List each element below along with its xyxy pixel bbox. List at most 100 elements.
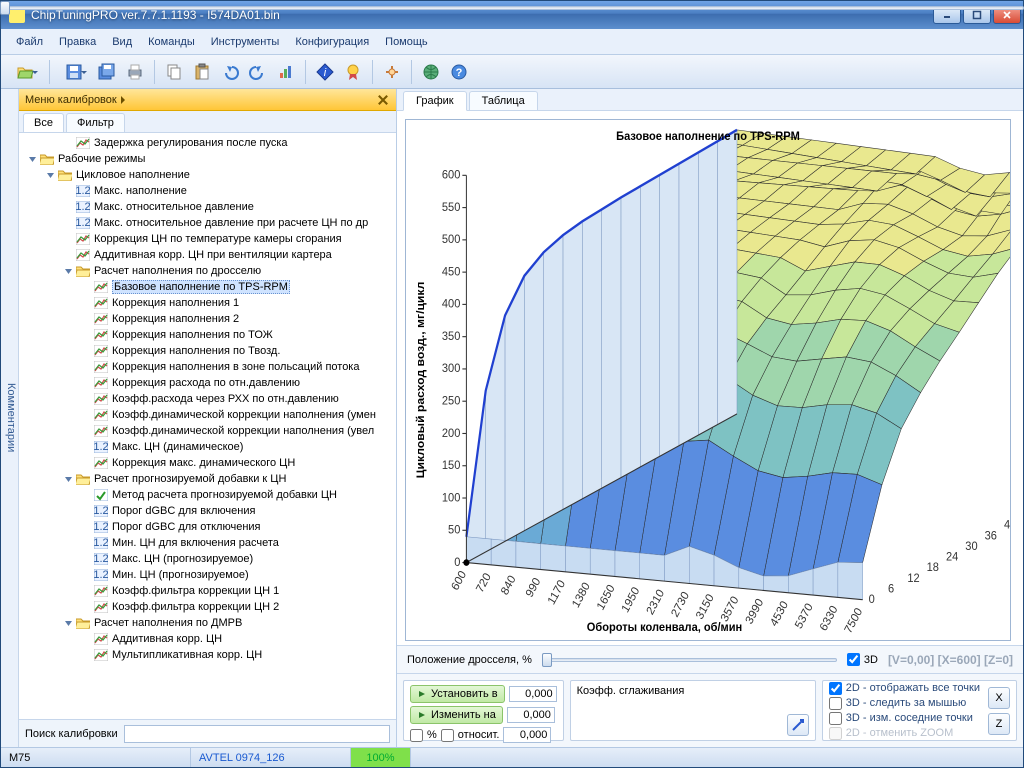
- search-input[interactable]: [124, 725, 390, 743]
- search-bar: Поиск калибровки: [19, 719, 396, 747]
- menu-tools[interactable]: Инструменты: [204, 33, 287, 51]
- tree-folder[interactable]: Расчет наполнения по ДМРВ: [19, 615, 396, 631]
- paste-button[interactable]: [189, 59, 215, 85]
- calibration-tree[interactable]: Задержка регулирования после пуска Рабочи…: [19, 133, 396, 719]
- 3d-checkbox[interactable]: 3D: [847, 653, 878, 666]
- change-value-button[interactable]: Изменить на: [410, 706, 503, 724]
- tree-item[interactable]: Метод расчета прогнозируемой добавки ЦН: [19, 487, 396, 503]
- graph-icon: [94, 313, 108, 325]
- sep: [305, 60, 306, 84]
- display-option[interactable]: 2D - отменить ZOOM: [829, 727, 980, 740]
- tree-item[interactable]: Аддитивная корр. ЦН при вентиляции карте…: [19, 247, 396, 263]
- info-button[interactable]: i: [312, 59, 338, 85]
- help-button[interactable]: ?: [446, 59, 472, 85]
- saveall-button[interactable]: [94, 59, 120, 85]
- tree-item[interactable]: 1.2 Макс. ЦН (прогнозируемое): [19, 551, 396, 567]
- value-icon: 1.2: [94, 537, 108, 549]
- tree-item[interactable]: Коррекция расхода по отн.давлению: [19, 375, 396, 391]
- graph-icon: [94, 425, 108, 437]
- tree-item[interactable]: 1.2Мин. ЦН (прогнозируемое): [19, 567, 396, 583]
- tree-item[interactable]: Коэфф.фильтра коррекции ЦН 1: [19, 583, 396, 599]
- print-button[interactable]: [122, 59, 148, 85]
- globe-button[interactable]: [418, 59, 444, 85]
- x-button[interactable]: X: [988, 687, 1010, 709]
- menu-config[interactable]: Конфигурация: [288, 33, 376, 51]
- tree-item[interactable]: 1.2Макс. наполнение: [19, 183, 396, 199]
- tree-item[interactable]: 1.2Макс. относительное давление: [19, 199, 396, 215]
- tree-item[interactable]: 1.2Порог dGBC для включения: [19, 503, 396, 519]
- tree-label: Макс. ЦН (прогнозируемое): [112, 553, 253, 565]
- tree-label: Рабочие режимы: [58, 153, 145, 165]
- tree-item[interactable]: Мультипликативная корр. ЦН: [19, 647, 396, 663]
- display-option[interactable]: 3D - изм. соседние точки: [829, 712, 980, 725]
- tab-table[interactable]: Таблица: [469, 91, 538, 110]
- comments-tab[interactable]: Комментарии: [1, 89, 19, 747]
- menu-view[interactable]: Вид: [105, 33, 139, 51]
- tree-item[interactable]: Коррекция ЦН по температуре камеры сгора…: [19, 231, 396, 247]
- chart-box: 0501001502002503003504004505005506006007…: [405, 119, 1011, 641]
- tree-label: Коэфф.фильтра коррекции ЦН 1: [112, 585, 279, 597]
- svg-text:500: 500: [442, 233, 461, 247]
- tree-item[interactable]: 1.2Мин. ЦН для включения расчета: [19, 535, 396, 551]
- menu-cmds[interactable]: Команды: [141, 33, 202, 51]
- tree-item[interactable]: Коррекция наполнения 1: [19, 295, 396, 311]
- value-icon: 1.2: [76, 217, 90, 229]
- undo-button[interactable]: [217, 59, 243, 85]
- tree-item[interactable]: Коэфф.динамической коррекции наполнения …: [19, 423, 396, 439]
- tool-button[interactable]: [379, 59, 405, 85]
- tree-item[interactable]: Коррекция наполнения 2: [19, 311, 396, 327]
- display-option[interactable]: 2D - отображать все точки: [829, 682, 980, 695]
- change-value-input[interactable]: [507, 707, 555, 723]
- rel-checkbox[interactable]: относит.: [441, 729, 500, 742]
- value-controls: Установить в Изменить на % относит.: [403, 680, 564, 741]
- tree-folder[interactable]: Расчет наполнения по дросселю: [19, 263, 396, 279]
- tree-item[interactable]: Задержка регулирования после пуска: [19, 135, 396, 151]
- tree-item[interactable]: Коррекция наполнения в зоне польсаций по…: [19, 359, 396, 375]
- tab-chart[interactable]: График: [403, 91, 467, 111]
- graph-icon: [94, 409, 108, 421]
- value-icon: 1.2: [94, 505, 108, 517]
- menu-help[interactable]: Помощь: [378, 33, 435, 51]
- tree-label: Расчет прогнозируемой добавки к ЦН: [94, 473, 286, 485]
- tree-item[interactable]: Коррекция наполнения по ТОЖ: [19, 327, 396, 343]
- value-icon: 1.2: [94, 553, 108, 565]
- rel-value-input[interactable]: [503, 727, 551, 743]
- close-icon[interactable]: [376, 93, 390, 107]
- tree-item[interactable]: 1.2Макс. ЦН (динамическое): [19, 439, 396, 455]
- tree-item[interactable]: Коэфф.расхода через РХХ по отн.давлению: [19, 391, 396, 407]
- svg-text:?: ?: [456, 67, 463, 79]
- redo-button[interactable]: [245, 59, 271, 85]
- menu-edit[interactable]: Правка: [52, 33, 103, 51]
- tree-item[interactable]: Коррекция макс. динамического ЦН: [19, 455, 396, 471]
- svg-text:1.2: 1.2: [94, 569, 108, 581]
- tree-item[interactable]: 1.2Порог dGBC для отключения: [19, 519, 396, 535]
- pct-checkbox[interactable]: %: [410, 729, 437, 742]
- tree-item[interactable]: Базовое наполнение по TPS-RPM: [19, 279, 396, 295]
- copy-button[interactable]: [161, 59, 187, 85]
- calibrations-pane: Меню калибровок Все Фильтр Задержка регу…: [19, 89, 397, 747]
- tree-item[interactable]: Аддитивная корр. ЦН: [19, 631, 396, 647]
- throttle-slider[interactable]: [542, 652, 837, 668]
- tree-folder[interactable]: Расчет прогнозируемой добавки к ЦН: [19, 471, 396, 487]
- set-value-input[interactable]: [509, 686, 557, 702]
- z-button[interactable]: Z: [988, 713, 1010, 735]
- tree-label: Макс. ЦН (динамическое): [112, 441, 243, 453]
- graph-icon: [94, 457, 108, 469]
- tree-item[interactable]: 1.2Макс. относительное давление при расч…: [19, 215, 396, 231]
- chart-button[interactable]: [273, 59, 299, 85]
- set-value-button[interactable]: Установить в: [410, 685, 505, 703]
- tree-folder[interactable]: Цикловое наполнение: [19, 167, 396, 183]
- right-tabs: График Таблица: [397, 89, 1023, 111]
- tree-folder[interactable]: Рабочие режимы: [19, 151, 396, 167]
- tree-item[interactable]: Коррекция наполнения по Твозд.: [19, 343, 396, 359]
- tree-item[interactable]: Коэфф.фильтра коррекции ЦН 2: [19, 599, 396, 615]
- tab-all[interactable]: Все: [23, 113, 64, 132]
- tab-filter[interactable]: Фильтр: [66, 113, 125, 132]
- tree-item[interactable]: Коэфф.динамической коррекции наполнения …: [19, 407, 396, 423]
- apply-smooth-button[interactable]: [787, 714, 809, 736]
- save-button[interactable]: [56, 59, 92, 85]
- menu-file[interactable]: Файл: [9, 33, 50, 51]
- open-button[interactable]: [7, 59, 43, 85]
- display-option[interactable]: 3D - следить за мышью: [829, 697, 980, 710]
- badge-button[interactable]: [340, 59, 366, 85]
